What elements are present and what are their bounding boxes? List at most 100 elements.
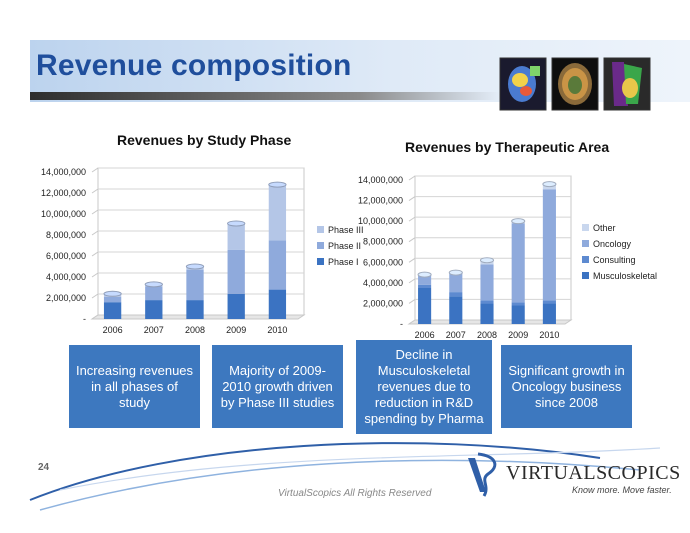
chart2-bar-oncology-2008 (480, 264, 494, 301)
chart2-gridline (408, 216, 416, 222)
chart1-bar-cap-2006 (103, 290, 122, 297)
chart2-bar-consulting-2009 (511, 302, 525, 306)
chart2-legend-label: Other (593, 223, 616, 233)
chart1-gridline (91, 167, 99, 173)
chart1-y-tick-label: 6,000,000 (46, 251, 86, 261)
chart1-x-tick-label: 2008 (185, 325, 205, 335)
chart2-x-tick-label: 2010 (539, 330, 559, 340)
footer-copyright: VirtualScopics All Rights Reserved (278, 488, 432, 499)
chart1-bar-phase-i-2006 (103, 302, 122, 319)
chart1-bar-phase-iii-2010 (268, 184, 287, 241)
chart2-bar-cap-2008 (479, 257, 495, 264)
scan-thumbnail-knee (499, 57, 547, 111)
chart1-y-tick-label: 4,000,000 (46, 272, 86, 282)
chart1-y-tick-label: 8,000,000 (46, 230, 86, 240)
scan-thumbnail-brain (551, 57, 599, 111)
chart2-y-tick-label: - (400, 319, 403, 329)
chart2-title: Revenues by Therapeutic Area (405, 139, 610, 155)
chart2-bar-cap-2006 (417, 271, 432, 278)
logo-wordmark: VIRTUALSCOPICS (506, 462, 681, 484)
chart2-x-tick-label: 2008 (477, 330, 497, 340)
chart1-x-tick-label: 2007 (144, 325, 164, 335)
chart2-bar-musculoskeletal-2009 (511, 305, 525, 324)
chart2-bar-musculoskeletal-2010 (542, 303, 556, 324)
chart2-gridline (408, 278, 416, 284)
footer-swoosh (29, 442, 661, 511)
chart1-x-tick-label: 2010 (267, 325, 287, 335)
logo-tagline: Know more. Move faster. (572, 485, 672, 495)
chart2-bar-musculoskeletal-2006 (418, 288, 432, 324)
chart1-y-tick-label: 14,000,000 (41, 167, 86, 177)
chart1-y-tick-label: 2,000,000 (46, 293, 86, 303)
chart2-legend-swatch (582, 272, 589, 279)
chart1-bar-cap-2007 (144, 281, 163, 288)
chart2-legend-swatch (582, 240, 589, 247)
chart2-legend-label: Oncology (593, 239, 632, 249)
chart2-gridline (408, 257, 416, 263)
chart2-gridline (408, 196, 416, 201)
chart1-bar-phase-ii-2006 (103, 296, 122, 303)
chart2-bar-consulting-2010 (542, 300, 556, 304)
page-title: Revenue composition (36, 49, 352, 82)
summary-box-phase3-growth: Majority of 2009-2010 growth driven by P… (212, 345, 343, 428)
title-underline (30, 92, 500, 100)
chart2-bar-cap-2007 (448, 269, 463, 276)
summary-box-phases: Increasing revenues in all phases of stu… (69, 345, 200, 428)
chart2-legend-label: Musculoskeletal (593, 271, 657, 281)
chart2-x-tick-label: 2007 (446, 330, 466, 340)
chart1-y-tick-label: 12,000,000 (41, 188, 86, 198)
chart1-legend-label: Phase I (328, 257, 359, 267)
chart2-bar-musculoskeletal-2007 (449, 296, 463, 324)
chart1-bar-phase-ii-2007 (145, 286, 163, 301)
chart2-y-tick-label: 12,000,000 (358, 196, 403, 206)
chart2-bar-consulting-2008 (480, 300, 494, 304)
chart2-plot: - 2,000,000 4,000,000 6,000,000 8,000,000 10,… (358, 175, 657, 340)
chart2-bar-cap-2009 (511, 218, 526, 225)
chart1-title: Revenues by Study Phase (117, 132, 292, 148)
chart2-bar-consulting-2007 (449, 292, 463, 297)
chart1-bar-phase-i-2010 (268, 289, 287, 319)
chart1-bar-phase-i-2009 (227, 293, 245, 319)
chart2-x-tick-label: 2009 (508, 330, 528, 340)
chart1-x-tick-label: 2009 (226, 325, 246, 335)
chart2-y-tick-label: 14,000,000 (358, 175, 403, 185)
chart2-bar-consulting-2006 (418, 284, 432, 288)
chart2-legend-label: Consulting (593, 255, 636, 265)
chart1-bar-phase-i-2007 (145, 300, 163, 319)
chart2-bar-oncology-2010 (542, 189, 556, 301)
chart2-y-tick-label: 10,000,000 (358, 216, 403, 226)
chart2-legend-swatch (582, 224, 589, 231)
chart1-gridline (91, 209, 99, 215)
chart1-bar-cap-2008 (185, 263, 205, 270)
chart1-bar-phase-i-2008 (186, 300, 204, 319)
chart1-bar-cap-2009 (227, 220, 246, 227)
chart1-gridline (91, 188, 99, 194)
chart1-y-tick-label: 10,000,000 (41, 209, 86, 219)
chart2-bar-oncology-2009 (511, 223, 525, 303)
chart1-bar-phase-iii-2009 (227, 223, 245, 250)
chart1-legend-label: Phase II (328, 241, 361, 251)
summary-box-oncology-growth: Significant growth in Oncology business … (501, 345, 632, 428)
chart1-legend-swatch (317, 258, 324, 265)
chart1-bar-cap-2010 (268, 181, 287, 188)
chart2-y-tick-label: 8,000,000 (363, 237, 403, 247)
chart2-x-tick-label: 2006 (415, 330, 435, 340)
chart1-legend-label: Phase III (328, 225, 364, 235)
chart1-legend-swatch (317, 242, 324, 249)
chart2-bar-musculoskeletal-2008 (480, 303, 494, 324)
chart2-y-tick-label: 6,000,000 (363, 257, 403, 267)
chart1-gridline (91, 272, 99, 278)
chart1-bar-phase-ii-2009 (227, 249, 245, 294)
chart1-bar-phase-ii-2010 (268, 240, 287, 290)
chart2-legend-swatch (582, 256, 589, 263)
virtualscopics-logo-icon (468, 452, 497, 497)
chart2-gridline (408, 175, 416, 181)
chart2-bar-oncology-2007 (449, 273, 463, 293)
chart1-plot: - 2,000,000 4,000,000 6,000,000 8,000,000 10,… (41, 167, 364, 335)
chart2-bar-oncology-2006 (418, 275, 432, 285)
chart2-y-tick-label: 4,000,000 (363, 278, 403, 288)
chart1-y-tick-label: - (83, 314, 86, 324)
scan-thumbnail-spine (603, 57, 651, 111)
chart2-y-tick-label: 2,000,000 (363, 298, 403, 308)
